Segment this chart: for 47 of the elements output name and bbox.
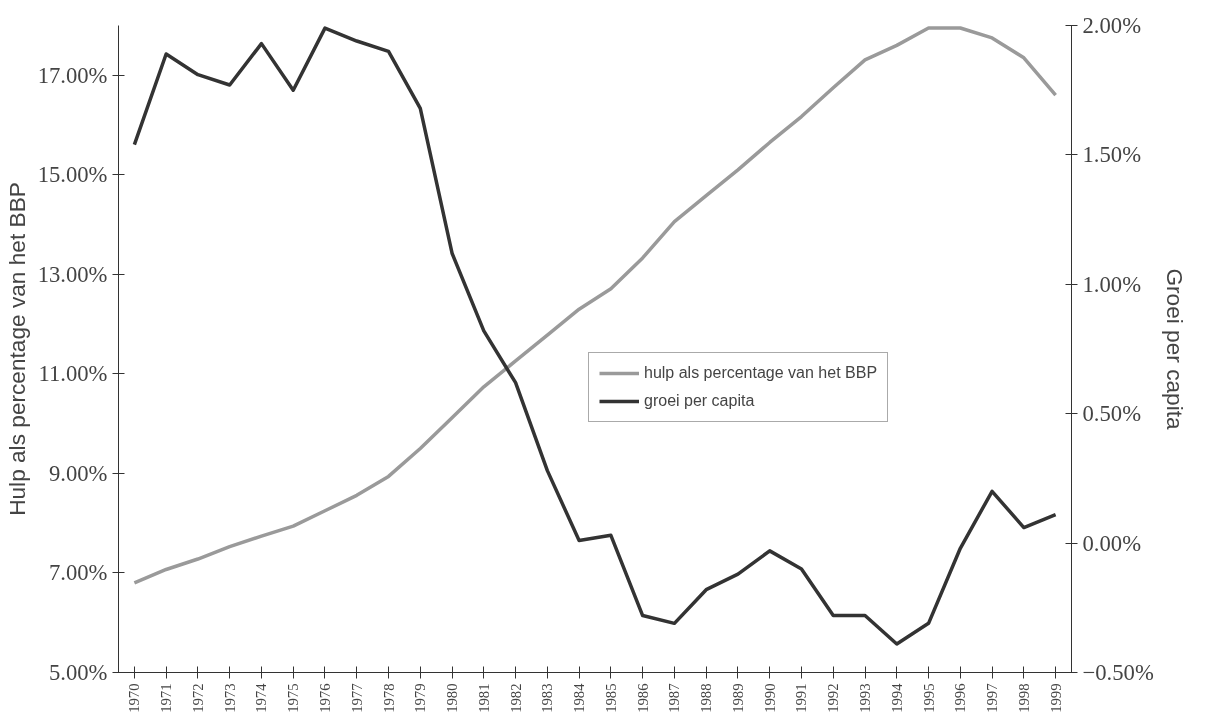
y-tick-label: 17.00% xyxy=(37,62,108,88)
x-tick-label: 1988 xyxy=(698,683,715,713)
x-tick-label: 1997 xyxy=(984,683,1001,713)
legend-label: hulp als percentage van het BBP xyxy=(644,364,878,382)
y2-tick-label: 2.00% xyxy=(1082,13,1142,38)
y-axis-title: Hulp als percentage van het BBP xyxy=(3,182,30,516)
x-tick-label: 1990 xyxy=(761,683,778,713)
x-tick-label: 1983 xyxy=(539,683,556,713)
x-tick-label: 1973 xyxy=(221,683,238,713)
x-tick-label: 1986 xyxy=(634,683,651,713)
x-tick-label: 1994 xyxy=(888,682,905,713)
x-tick-label: 1972 xyxy=(189,683,206,713)
x-tick-label: 1998 xyxy=(1015,683,1032,713)
x-tick-label: 1970 xyxy=(126,683,143,713)
y2-tick-label: 1.00% xyxy=(1082,271,1142,297)
x-tick-label: 1993 xyxy=(857,683,874,713)
x-tick-label: 1975 xyxy=(285,683,302,713)
x-tick-label: 1981 xyxy=(475,683,492,713)
x-tick-label: 1995 xyxy=(920,683,937,713)
x-tick-label: 1996 xyxy=(952,683,969,713)
y-tick-label: 15.00% xyxy=(37,162,108,188)
x-tick-label: 1991 xyxy=(793,683,810,713)
y-tick-label: 11.00% xyxy=(38,361,108,387)
x-tick-label: 1977 xyxy=(348,683,365,713)
x-tick-label: 1999 xyxy=(1047,683,1064,713)
y2-axis-title: Groei per capita xyxy=(1161,268,1188,430)
x-tick-label: 1985 xyxy=(602,683,619,713)
y-tick-label: 9.00% xyxy=(48,460,108,486)
x-tick-label: 1974 xyxy=(253,682,270,713)
y2-tick-label: 0.50% xyxy=(1082,401,1142,427)
x-tick-label: 1971 xyxy=(158,683,175,713)
x-tick-label: 1992 xyxy=(825,683,842,713)
y2-tick-label: 1.50% xyxy=(1082,142,1142,168)
x-tick-label: 1982 xyxy=(507,683,524,713)
x-tick-label: 1980 xyxy=(444,683,461,713)
y-tick-label: 7.00% xyxy=(48,560,108,586)
x-tick-label: 1979 xyxy=(412,683,429,713)
x-tick-label: 1976 xyxy=(316,683,333,713)
y2-tick-label: 0.00% xyxy=(1082,530,1142,556)
x-tick-label: 1978 xyxy=(380,683,397,713)
y2-tick-label: −0.50% xyxy=(1082,660,1154,685)
x-tick-label: 1987 xyxy=(666,683,683,713)
y-tick-label: 5.00% xyxy=(48,660,108,685)
y-tick-label: 13.00% xyxy=(37,261,108,287)
legend-label: groei per capita xyxy=(644,392,755,410)
x-tick-label: 1989 xyxy=(729,683,746,713)
x-tick-label: 1984 xyxy=(571,682,588,713)
